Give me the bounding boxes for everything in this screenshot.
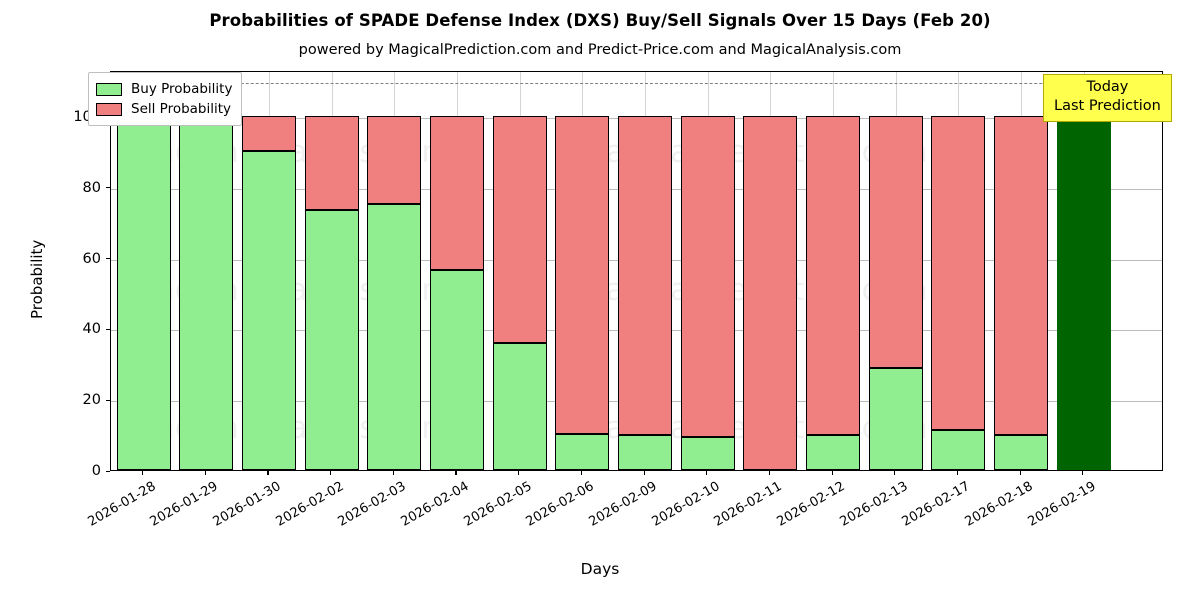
y-tick-mark — [106, 399, 110, 401]
bar-segment-buy — [931, 430, 986, 470]
x-tick-mark — [1019, 471, 1021, 475]
bar-segment-sell — [743, 116, 798, 470]
legend-item-buy[interactable]: Buy Probability — [96, 79, 232, 99]
x-tick-mark — [956, 471, 958, 475]
x-tick-mark — [706, 471, 708, 475]
y-tick-label: 60 — [82, 250, 101, 267]
bar-segment-sell — [868, 116, 923, 369]
bar-column[interactable] — [492, 72, 547, 470]
x-tick-mark — [580, 471, 582, 475]
bar-segment-sell — [806, 116, 860, 435]
bar-segment-buy — [618, 434, 672, 470]
bar-segment-buy — [994, 434, 1049, 470]
bar-column[interactable] — [806, 72, 860, 470]
bar-segment-buy — [806, 434, 860, 470]
x-tick-mark — [768, 471, 770, 475]
y-tick-label: 0 — [91, 463, 101, 479]
bar-column[interactable] — [179, 72, 234, 470]
bar-column[interactable] — [931, 72, 986, 470]
x-tick-mark — [392, 471, 394, 475]
y-tick-label: 80 — [82, 179, 101, 196]
bar-segment-buy — [430, 269, 484, 470]
y-tick-label: 100 — [0, 109, 101, 125]
plot-area: MagicalAnalysis.comMagicalPrediction.com… — [110, 71, 1163, 471]
bar-column[interactable] — [304, 72, 359, 470]
x-tick-mark — [894, 471, 896, 475]
y-tick-mark — [106, 187, 110, 189]
bar-segment-sell — [430, 116, 484, 270]
bar-segment-sell — [492, 116, 547, 343]
x-tick-mark — [267, 471, 269, 475]
x-tick-mark — [831, 471, 833, 475]
bar-column[interactable] — [367, 72, 422, 470]
bar-segment-buy — [179, 116, 234, 470]
bar-column[interactable] — [680, 72, 735, 470]
bar-segment-buy — [868, 368, 923, 470]
legend-swatch-buy — [96, 82, 122, 96]
bar-column[interactable] — [555, 72, 610, 470]
bar-segment-sell — [994, 116, 1049, 435]
today-annotation: Today Last Prediction — [1043, 74, 1172, 122]
chart-legend: Buy Probability Sell Probability — [88, 72, 243, 126]
x-tick-mark — [204, 471, 206, 475]
x-tick-mark — [518, 471, 520, 475]
bar-column[interactable] — [1056, 72, 1111, 470]
x-tick-mark — [455, 471, 457, 475]
legend-swatch-sell — [96, 102, 122, 116]
y-tick-mark — [106, 258, 110, 260]
legend-label-buy: Buy Probability — [131, 81, 233, 97]
bar-column[interactable] — [618, 72, 672, 470]
x-tick-mark — [330, 471, 332, 475]
today-annotation-line1: Today — [1086, 79, 1129, 95]
chart-title: Probabilities of SPADE Defense Index (DX… — [209, 11, 991, 30]
bar-segment-buy — [304, 209, 359, 470]
y-tick-mark — [106, 470, 110, 472]
plot-inner: MagicalAnalysis.comMagicalPrediction.com… — [111, 72, 1162, 470]
x-tick-mark — [1082, 471, 1084, 475]
bar-segment-sell — [367, 116, 422, 204]
bar-segment-sell — [931, 116, 986, 431]
reference-line — [111, 82, 1162, 84]
y-tick-label: 40 — [82, 321, 101, 338]
bar-column[interactable] — [994, 72, 1049, 470]
bar-segment-sell — [304, 116, 359, 210]
bar-segment-buy — [241, 151, 296, 470]
bar-segment-sell — [680, 116, 735, 438]
bar-segment-buy — [116, 116, 171, 470]
x-tick-mark — [142, 471, 144, 475]
y-tick-mark — [106, 328, 110, 330]
chart-subtitle: powered by MagicalPrediction.com and Pre… — [298, 42, 902, 58]
bar-segment-buy — [492, 342, 547, 470]
bar-column[interactable] — [430, 72, 484, 470]
bar-segment-sell — [555, 116, 610, 435]
legend-item-sell[interactable]: Sell Probability — [96, 99, 232, 119]
bar-segment-sell — [241, 116, 296, 152]
bar-segment-today — [1056, 116, 1111, 470]
today-annotation-line2: Last Prediction — [1054, 98, 1161, 114]
bar-segment-buy — [367, 203, 422, 470]
y-tick-label: 20 — [82, 392, 101, 409]
bar-column[interactable] — [116, 72, 171, 470]
bar-column[interactable] — [743, 72, 798, 470]
x-axis-title: Days — [580, 560, 620, 578]
bar-segment-sell — [618, 116, 672, 435]
bar-column[interactable] — [868, 72, 923, 470]
bar-column[interactable] — [241, 72, 296, 470]
bar-segment-buy — [680, 437, 735, 470]
bar-segment-buy — [555, 434, 610, 470]
x-tick-mark — [643, 471, 645, 475]
legend-label-sell: Sell Probability — [131, 101, 232, 117]
